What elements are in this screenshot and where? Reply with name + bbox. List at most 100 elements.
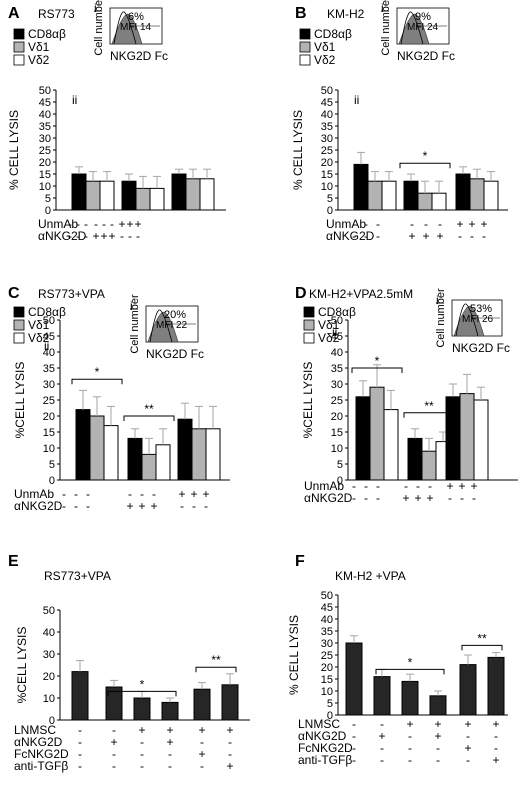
y-tick-label-A-5: 5 xyxy=(45,193,51,205)
row-sign-B-0-4: - xyxy=(424,217,428,231)
y-tick-label-C-45: 45 xyxy=(43,331,55,343)
bar-E-4 xyxy=(193,688,211,721)
histogram-percent-B: 9% xyxy=(415,11,431,23)
histogram-outline-B xyxy=(400,11,424,45)
y-tick-label-A-10: 10 xyxy=(39,181,51,193)
legend-swatch-D-0 xyxy=(303,306,315,318)
y-tick-label-A-25: 25 xyxy=(39,145,51,157)
y-tick-label-A-20: 20 xyxy=(39,157,51,169)
panel-letter-E: E xyxy=(8,553,19,570)
row-sign-B-0-2: - xyxy=(376,217,380,231)
row-sign-F-0-5: + xyxy=(492,717,499,731)
legend-label-B-1: Vδ1 xyxy=(314,40,336,54)
row-label-A-0: UnmAb xyxy=(38,217,78,231)
y-tick-label-B-5: 5 xyxy=(327,193,333,205)
row-sign-B-0-5: - xyxy=(438,217,442,231)
bar-B-0-2 xyxy=(381,180,397,211)
row-sign-B-1-4: + xyxy=(422,229,429,243)
histogram-ylabel-B: Cell number xyxy=(380,0,392,56)
row-sign-F-2-1: - xyxy=(380,741,384,755)
row-sign-C-1-8: - xyxy=(204,499,208,513)
row-sign-F-0-4: + xyxy=(464,717,471,731)
sig-bracket-B-0 xyxy=(399,162,451,169)
histogram-mfi-B: MFI 24 xyxy=(407,22,439,33)
bar-F-2 xyxy=(401,680,419,716)
bar-C-1-0 xyxy=(127,437,143,481)
histogram-ylabel-C: Cell number xyxy=(129,294,141,354)
row-sign-B-1-2: - xyxy=(376,229,380,243)
histogram-xlabel-B: NKG2D Fc xyxy=(397,49,455,63)
row-sign-B-0-0: - xyxy=(352,217,356,231)
row-sign-D-1-7: - xyxy=(460,491,464,505)
histogram-ylabel-A: Cell number xyxy=(93,0,105,56)
panel-title-A: RS773 xyxy=(38,7,75,21)
y-axis-label-A: % CELL LYSIS xyxy=(7,110,21,190)
y-tick-label-C-15: 15 xyxy=(43,427,55,439)
legend-label-C-0: CD8αβ xyxy=(28,305,66,319)
y-tick-label-F-40: 40 xyxy=(321,614,333,626)
row-label-C-0: UnmAb xyxy=(14,487,54,501)
row-sign-E-3-0: - xyxy=(78,759,82,773)
legend-label-D-0: CD8αβ xyxy=(318,305,356,319)
y-tick-label-D-40: 40 xyxy=(331,347,343,359)
row-sign-E-2-5: - xyxy=(228,747,232,761)
row-sign-E-3-5: + xyxy=(226,759,233,773)
legend-label-C-2: Vδ2 xyxy=(28,331,50,345)
row-sign-A-0-4: - xyxy=(102,217,106,231)
y-tick-label-D-5: 5 xyxy=(337,459,343,471)
y-tick-label-E-0: 0 xyxy=(49,715,55,727)
row-sign-E-2-1: - xyxy=(112,747,116,761)
sig-bracket-E-1-label: ** xyxy=(211,653,221,667)
y-tick-label-F-0: 0 xyxy=(327,710,333,722)
sig-bracket-C-0 xyxy=(71,378,123,385)
y-tick-label-F-25: 25 xyxy=(321,650,333,662)
sig-bracket-C-1-label: ** xyxy=(144,402,154,416)
row-sign-A-0-8: + xyxy=(134,217,141,231)
row-sign-E-0-4: + xyxy=(198,723,205,737)
legend-label-D-1: Vδ1 xyxy=(318,318,340,332)
row-label-B-1: αNKG2D xyxy=(326,229,375,243)
row-sign-E-0-3: + xyxy=(166,723,173,737)
y-tick-label-E-50: 50 xyxy=(43,605,55,617)
sig-bracket-E-0 xyxy=(107,690,177,697)
histogram-percent-A: 6% xyxy=(128,11,144,23)
row-sign-D-1-6: - xyxy=(448,491,452,505)
y-tick-label-D-25: 25 xyxy=(331,395,343,407)
bar-D-2-0 xyxy=(445,396,461,481)
y-tick-label-C-5: 5 xyxy=(49,459,55,471)
legend-swatch-B-2 xyxy=(299,54,311,66)
bar-A-0-1 xyxy=(85,180,101,211)
bar-C-0-0 xyxy=(75,409,91,481)
row-sign-C-0-3: - xyxy=(128,487,132,501)
row-sign-E-3-3: - xyxy=(168,759,172,773)
row-sign-B-1-7: - xyxy=(470,229,474,243)
bar-A-0-2 xyxy=(99,180,115,211)
bar-E-3 xyxy=(161,701,179,721)
panel-letter-A: A xyxy=(8,5,20,22)
row-sign-C-0-2: - xyxy=(86,487,90,501)
y-tick-label-B-40: 40 xyxy=(321,109,333,121)
row-sign-F-1-3: + xyxy=(434,729,441,743)
row-sign-A-0-7: + xyxy=(126,217,133,231)
row-sign-A-0-1: - xyxy=(76,217,80,231)
sig-bracket-D-0 xyxy=(351,367,403,373)
row-label-E-0: LNMSC xyxy=(14,723,56,737)
y-tick-label-F-20: 20 xyxy=(321,662,333,674)
row-sign-F-3-4: - xyxy=(466,753,470,767)
bar-F-3 xyxy=(429,695,447,716)
y-tick-label-B-50: 50 xyxy=(321,85,333,97)
row-label-E-2: FcNKG2D xyxy=(14,747,69,761)
legend-label-A-0: CD8αβ xyxy=(28,27,66,41)
bar-E-0 xyxy=(71,671,89,721)
histogram-mfi-D: MFI 26 xyxy=(462,314,494,325)
row-sign-C-1-2: - xyxy=(86,499,90,513)
row-sign-A-1-0: - xyxy=(68,229,72,243)
bar-E-5 xyxy=(221,684,239,721)
bar-D-0-1 xyxy=(369,386,385,481)
bar-C-2-0 xyxy=(177,418,193,481)
sub-label-C: ii xyxy=(44,339,49,353)
histogram-mfi-C: MFI 22 xyxy=(156,320,188,331)
row-sign-E-0-5: + xyxy=(226,723,233,737)
row-sign-F-3-2: - xyxy=(408,753,412,767)
row-sign-E-0-2: + xyxy=(138,723,145,737)
